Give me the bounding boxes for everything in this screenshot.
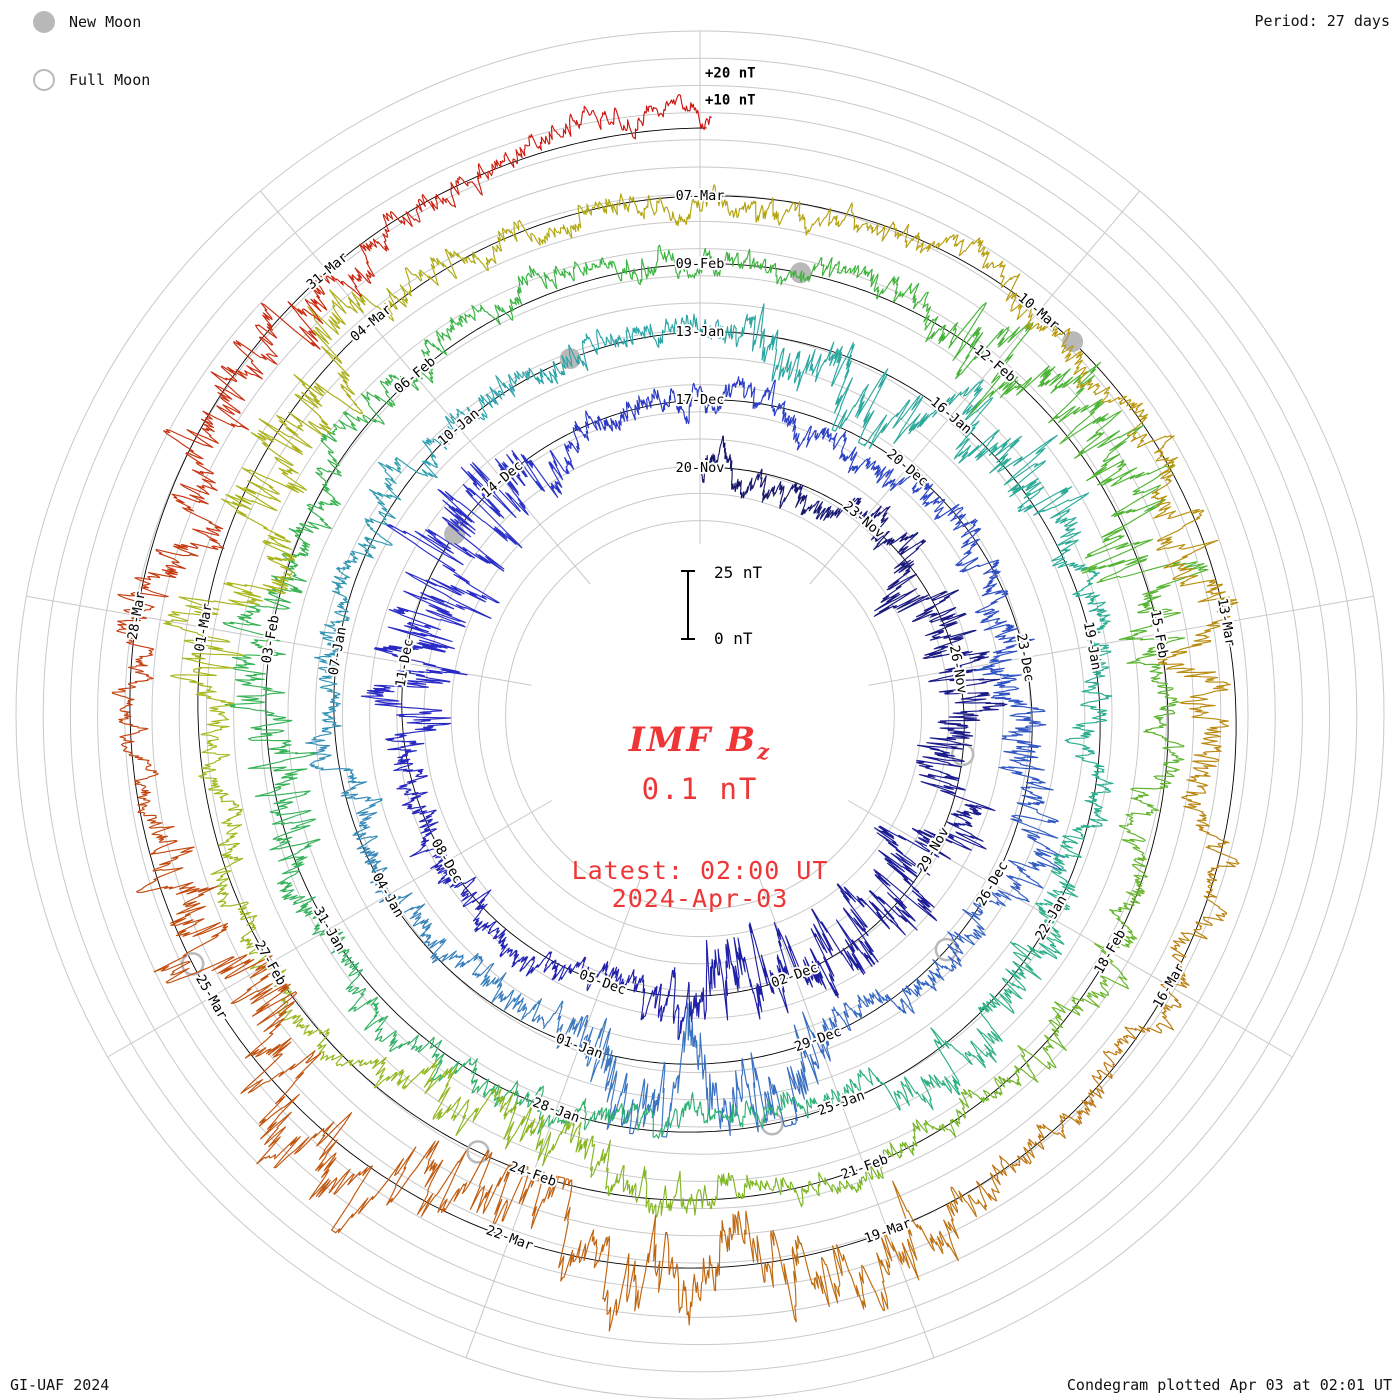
scale-bar-zero-label: 0 nT (714, 629, 753, 648)
grid-spokes (26, 31, 1374, 1358)
latest-annotation: Latest: 02:00 UT 2024-Apr-03 (0, 857, 1400, 913)
full-moon-marker (934, 937, 959, 962)
full-moon-label: Full Moon (69, 71, 151, 89)
full-moon-marker (760, 1112, 784, 1136)
date-label: 01-Jan (554, 1031, 605, 1063)
date-label: 25-Jan (816, 1087, 867, 1119)
date-label: 18-Feb (1091, 927, 1129, 977)
credit-label: GI-UAF 2024 (10, 1376, 110, 1394)
imf-title-text: IMF B (628, 720, 758, 760)
date-label: 24-Feb (507, 1158, 558, 1190)
date-label: 09-Feb (676, 256, 725, 272)
period-label: Period: 27 days (1254, 12, 1390, 30)
scale-annotations: +20 nT +10 nT (705, 65, 756, 108)
imf-bz-current-value: 0.1 nT (641, 772, 759, 806)
new-moon-icon (33, 11, 55, 33)
date-label: 23-Nov (840, 498, 888, 542)
date-label: 29-Dec (792, 1024, 843, 1056)
new-moon-marker (559, 348, 581, 370)
latest-date: 2024-Apr-03 (611, 884, 789, 913)
date-label: 01-Mar (192, 602, 216, 653)
date-label: 19-Mar (862, 1215, 913, 1247)
imf-bz-title: IMF Bz (0, 720, 1400, 764)
date-label: 13-Jan (676, 324, 725, 340)
full-moon-icon (33, 69, 55, 91)
imf-title-subscript: z (757, 738, 772, 764)
date-label: 17-Dec (676, 392, 725, 408)
scale-bar: 25 nT 0 nT (681, 563, 763, 648)
date-label: 20-Nov (676, 460, 725, 476)
new-moon-label: New Moon (69, 13, 142, 31)
date-label: 10-Mar (1015, 290, 1063, 334)
plotted-label: Condegram plotted Apr 03 at 02:01 UT (1066, 1376, 1392, 1394)
date-label: 07-Mar (676, 188, 725, 204)
date-label: 25-Mar (192, 972, 230, 1022)
date-label: 22-Mar (484, 1222, 535, 1254)
moon-legend: New Moon Full Moon (33, 10, 150, 126)
date-label: 28-Jan (530, 1095, 581, 1127)
bz-trace (111, 94, 1240, 1332)
scale-bar-max-label: 25 nT (714, 563, 763, 582)
date-label: 28-Mar (125, 590, 149, 641)
latest-time: Latest: 02:00 UT (571, 856, 829, 885)
legend-full-moon: Full Moon (33, 68, 150, 92)
date-label: 12-Feb (971, 342, 1019, 386)
radial-scale-label: +20 nT (705, 65, 756, 81)
radial-scale-label: +10 nT (705, 93, 756, 109)
date-label: 03-Feb (259, 614, 283, 665)
legend-new-moon: New Moon (33, 10, 150, 34)
